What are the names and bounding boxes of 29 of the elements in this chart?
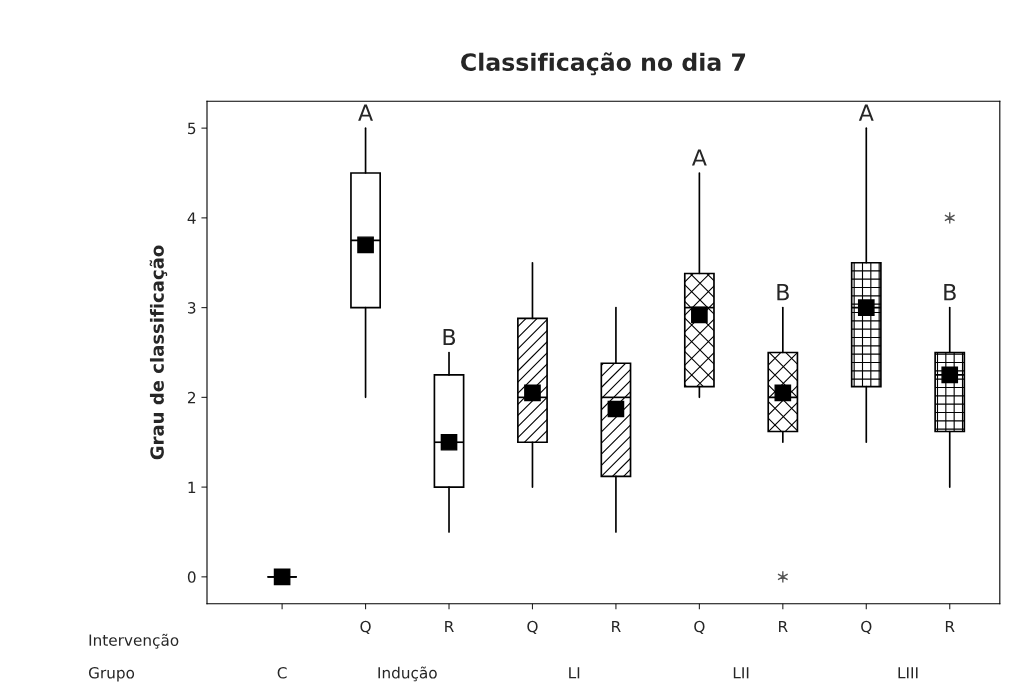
annotation: A <box>691 149 707 166</box>
y-tick-label: 5 <box>188 122 196 135</box>
x-tick-label: R <box>945 620 955 633</box>
annotation: A <box>858 104 874 121</box>
x-tick-label: R <box>612 620 621 633</box>
annotation: B <box>777 284 789 301</box>
text: LIII <box>898 667 918 679</box>
y-tick-label: 3 <box>188 302 196 314</box>
text: LII <box>733 667 749 679</box>
chart-title: Classificação no dia 7 <box>461 52 746 76</box>
y-tick-label: 1 <box>188 481 196 493</box>
text: LI <box>569 667 580 679</box>
x-tick-label: R <box>445 620 454 633</box>
x-tick-label: Q <box>694 620 705 635</box>
text: Indução <box>378 666 437 682</box>
x-tick-label: Q <box>861 620 872 635</box>
y-tick-label: 0 <box>187 571 196 583</box>
annotation: B <box>944 284 956 301</box>
annotation: B <box>443 328 456 346</box>
text: C <box>277 667 287 679</box>
y-tick-label: 2 <box>187 391 196 404</box>
text: Grupo <box>88 667 135 682</box>
annotation: A <box>358 104 373 121</box>
y-tick-label: 4 <box>187 212 196 224</box>
x-tick-label: R <box>779 620 788 633</box>
x-tick-label: Q <box>360 620 371 635</box>
x-tick-label: Q <box>527 620 538 635</box>
y-axis-title: Grau de classificação <box>149 245 168 460</box>
x-axis-title: Intervenção <box>89 633 179 649</box>
